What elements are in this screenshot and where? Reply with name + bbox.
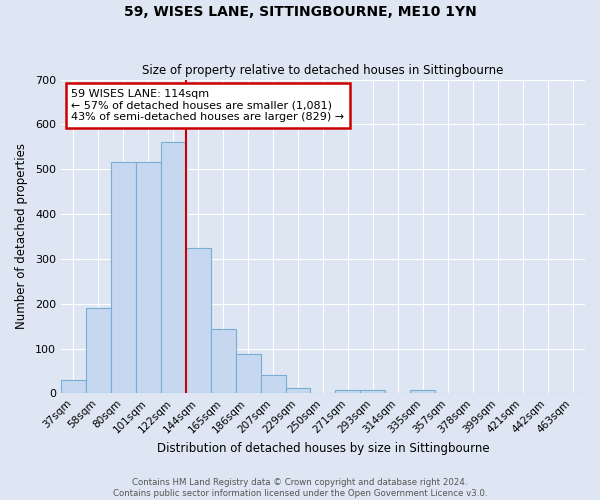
Text: Contains HM Land Registry data © Crown copyright and database right 2024.
Contai: Contains HM Land Registry data © Crown c… [113, 478, 487, 498]
Bar [335, 390, 361, 394]
Text: 59, WISES LANE, SITTINGBOURNE, ME10 1YN: 59, WISES LANE, SITTINGBOURNE, ME10 1YN [124, 5, 476, 19]
Bar [211, 329, 236, 394]
Text: 59 WISES LANE: 114sqm
← 57% of detached houses are smaller (1,081)
43% of semi-d: 59 WISES LANE: 114sqm ← 57% of detached … [71, 89, 344, 122]
X-axis label: Distribution of detached houses by size in Sittingbourne: Distribution of detached houses by size … [157, 442, 489, 455]
Bar [236, 354, 260, 394]
Bar [111, 162, 136, 394]
Y-axis label: Number of detached properties: Number of detached properties [15, 144, 28, 330]
Bar [260, 376, 286, 394]
Bar [286, 388, 310, 394]
Bar [186, 248, 211, 394]
Bar [86, 308, 111, 394]
Title: Size of property relative to detached houses in Sittingbourne: Size of property relative to detached ho… [142, 64, 503, 77]
Bar [136, 162, 161, 394]
Bar [361, 390, 385, 394]
Bar [410, 390, 435, 394]
Bar [161, 142, 186, 394]
Bar [61, 380, 86, 394]
